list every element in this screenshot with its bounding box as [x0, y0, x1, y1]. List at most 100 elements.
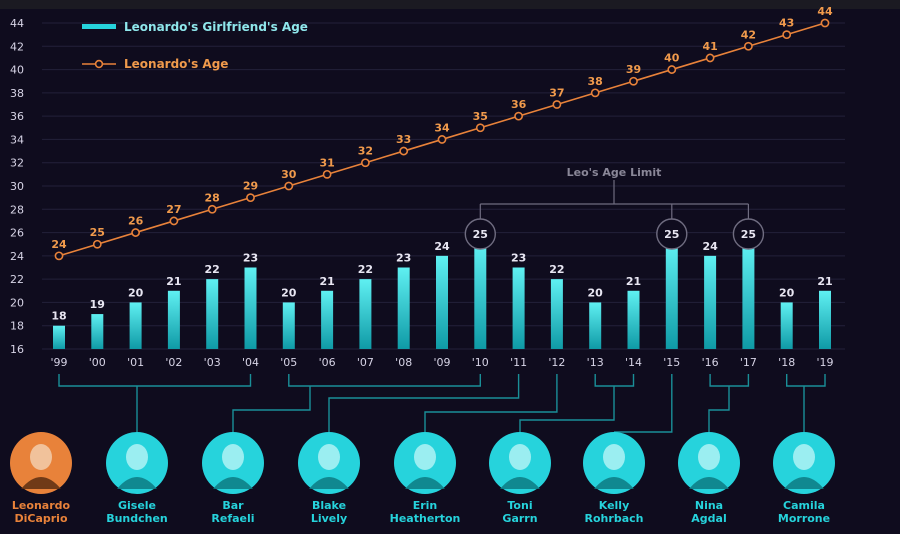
x-tick-label: '15 [663, 356, 680, 369]
line-value-label: 39 [626, 63, 641, 76]
bar [244, 267, 257, 349]
avatar-face [793, 444, 815, 470]
bar-value-label: 20 [281, 286, 297, 299]
line-value-label: 38 [588, 75, 603, 88]
x-tick-label: '07 [357, 356, 374, 369]
avatar-shoulders [689, 477, 729, 489]
connector-line [708, 386, 730, 432]
bar-value-label: 24 [434, 240, 450, 253]
legend-line-label: Leonardo's Age [124, 57, 228, 71]
x-tick-label: '18 [778, 356, 795, 369]
bar [91, 314, 104, 349]
line-value-label: 32 [358, 145, 373, 158]
x-tick-label: '19 [816, 356, 833, 369]
y-tick-label: 22 [10, 273, 24, 286]
y-tick-label: 18 [10, 320, 24, 333]
line-point [437, 135, 447, 144]
x-tick-label: '09 [433, 356, 450, 369]
bar [704, 255, 717, 349]
legend-line-marker [94, 59, 104, 69]
bar-value-label: 23 [511, 252, 526, 265]
age-limit-annotation: Leo's Age Limit 25 25 25 [464, 166, 765, 250]
y-tick-label: 32 [10, 157, 24, 170]
bar [512, 267, 525, 349]
bar-value-label: 23 [243, 252, 258, 265]
highlight-circle [464, 218, 496, 250]
line-point [92, 239, 102, 249]
line-value-label: 24 [51, 238, 67, 251]
y-tick-label: 24 [10, 250, 24, 263]
top-strip [0, 0, 900, 9]
line-value-label: 41 [702, 40, 717, 53]
bar-value-label: 20 [588, 286, 604, 299]
x-tick-label: '17 [740, 356, 757, 369]
year-range-bracket [709, 374, 750, 387]
x-tick-label: '12 [548, 356, 565, 369]
highlight-circle [656, 218, 688, 250]
line-value-label: 34 [434, 121, 450, 134]
line-value-label: 44 [817, 5, 833, 18]
y-tick-label: 42 [10, 40, 24, 53]
connector-line [424, 374, 558, 432]
bar-value-label: 20 [779, 286, 795, 299]
bar [780, 302, 793, 349]
y-tick-label: 44 [10, 17, 24, 30]
y-tick-label: 36 [10, 110, 24, 123]
person-name-line2: Bundchen [106, 512, 168, 525]
person-name-line1: Gisele [118, 499, 156, 512]
x-tick-label: '11 [510, 356, 527, 369]
person-name-line1: Blake [312, 499, 346, 512]
avatar-face [318, 444, 340, 470]
x-tick-label: '04 [242, 356, 259, 369]
line-point [705, 53, 715, 63]
line-point [54, 251, 64, 261]
y-tick-label: 28 [10, 203, 24, 216]
bar [359, 279, 372, 349]
x-tick-label: '14 [625, 356, 642, 369]
year-range-bracket [288, 374, 481, 387]
avatar-shoulders [405, 477, 445, 489]
avatar-face [126, 444, 148, 470]
x-tick-label: '05 [280, 356, 297, 369]
connector-line [328, 374, 520, 432]
y-tick-label: 26 [10, 227, 24, 240]
line-point [514, 111, 523, 121]
y-tick-label: 38 [10, 87, 24, 100]
avatar-shoulders [213, 477, 253, 489]
bar-value-label: 22 [549, 263, 564, 276]
person-name-line1: Leonardo [12, 499, 71, 512]
highlight-circle [732, 218, 765, 250]
person-name-line2: Agdal [691, 512, 726, 525]
bar-value-label: 23 [396, 252, 411, 265]
bar [627, 290, 640, 349]
y-tick-label: 34 [10, 133, 24, 146]
x-tick-label: '13 [587, 356, 604, 369]
bar [129, 302, 142, 349]
avatar-face [698, 444, 720, 470]
line-value-label: 30 [281, 168, 297, 181]
line-value-label: 43 [779, 17, 794, 30]
line-point [322, 169, 332, 179]
x-tick-label: '10 [472, 356, 489, 369]
line-point [207, 204, 217, 214]
avatar-face [603, 444, 625, 470]
bar [53, 325, 65, 349]
person-name-line1: Bar [222, 499, 244, 512]
bar [665, 244, 678, 349]
bar-value-label: 19 [90, 298, 105, 311]
line-value-label: 25 [90, 226, 105, 239]
line-value-label: 28 [205, 191, 220, 204]
line-value-label: 42 [741, 28, 756, 41]
person-name-line1: Toni [507, 499, 532, 512]
avatar-shoulders [117, 477, 157, 489]
avatar-face [30, 444, 52, 470]
bar-value-label: 21 [626, 275, 641, 288]
y-tick-label: 30 [10, 180, 24, 193]
y-tick-label: 16 [10, 343, 24, 356]
person-name-line2: Lively [311, 512, 347, 525]
